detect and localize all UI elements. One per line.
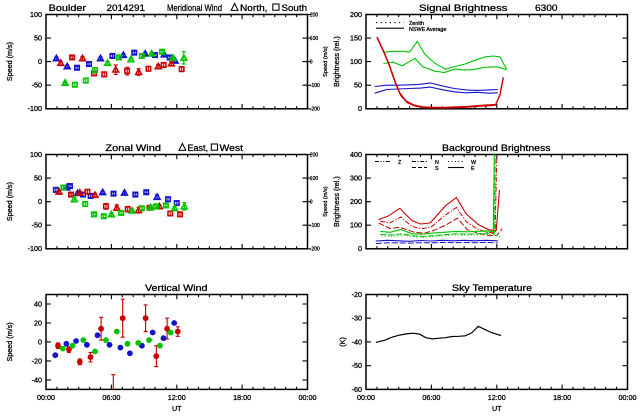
svg-text:50: 50: [34, 173, 42, 182]
svg-text:06:00: 06:00: [102, 393, 120, 402]
svg-text:18:00: 18:00: [233, 393, 251, 402]
svg-text:0: 0: [310, 59, 313, 65]
svg-text:Zonal Wind: Zonal Wind: [105, 143, 161, 153]
svg-text:Sky Temperature: Sky Temperature: [452, 283, 532, 293]
svg-text:100: 100: [30, 150, 42, 159]
svg-text:-100: -100: [310, 223, 320, 229]
svg-text:Z: Z: [398, 160, 402, 166]
svg-text:0: 0: [38, 57, 42, 66]
svg-text:Boulder: Boulder: [49, 3, 86, 13]
svg-text:200: 200: [310, 12, 319, 18]
svg-text:00:00: 00:00: [37, 393, 55, 402]
svg-text:Speed (m/s): Speed (m/s): [323, 186, 329, 217]
svg-text:00:00: 00:00: [299, 393, 317, 402]
svg-text:Brightness (rel.): Brightness (rel.): [332, 176, 341, 227]
svg-text:100: 100: [350, 221, 362, 230]
svg-text:00:00: 00:00: [357, 393, 375, 402]
svg-text:-100: -100: [28, 104, 42, 113]
svg-text:0: 0: [310, 199, 313, 205]
svg-text:S: S: [435, 166, 439, 172]
svg-text:-50: -50: [32, 81, 42, 90]
svg-text:NSWE Average: NSWE Average: [409, 27, 446, 33]
svg-text:12:00: 12:00: [168, 393, 186, 402]
svg-text:150: 150: [350, 33, 362, 42]
svg-text:-40: -40: [352, 337, 362, 346]
svg-text:East,: East,: [188, 143, 209, 153]
svg-text:12:00: 12:00: [488, 393, 506, 402]
svg-text:0: 0: [38, 197, 42, 206]
svg-text:400: 400: [350, 150, 362, 159]
svg-text:200: 200: [350, 10, 362, 19]
svg-text:20: 20: [34, 318, 42, 327]
svg-text:UT: UT: [172, 404, 182, 413]
svg-text:-50: -50: [352, 361, 362, 370]
svg-text:South: South: [282, 3, 308, 13]
svg-text:Signal Brightness: Signal Brightness: [419, 3, 508, 13]
svg-text:Meridional Wind: Meridional Wind: [167, 3, 222, 13]
svg-text:-200: -200: [310, 107, 320, 113]
svg-text:Vertical Wind: Vertical Wind: [145, 283, 208, 293]
svg-text:40: 40: [34, 299, 42, 308]
svg-text:06:00: 06:00: [422, 393, 440, 402]
svg-text:Speed (m/s): Speed (m/s): [5, 42, 14, 81]
svg-text:0: 0: [358, 244, 362, 253]
svg-text:18:00: 18:00: [553, 393, 571, 402]
svg-text:-40: -40: [32, 375, 42, 384]
svg-text:(K): (K): [338, 337, 347, 347]
svg-text:Background Brightness: Background Brightness: [442, 143, 551, 153]
svg-text:100: 100: [30, 10, 42, 19]
svg-text:W: W: [471, 160, 477, 166]
svg-text:200: 200: [350, 197, 362, 206]
svg-text:100: 100: [310, 176, 319, 182]
svg-text:-20: -20: [32, 356, 42, 365]
svg-text:-100: -100: [310, 83, 320, 89]
svg-text:00:00: 00:00: [619, 393, 637, 402]
svg-text:-20: -20: [352, 290, 362, 299]
svg-text:0: 0: [38, 337, 42, 346]
svg-text:E: E: [471, 166, 475, 172]
svg-text:N: N: [435, 160, 439, 166]
svg-text:2014291: 2014291: [107, 3, 146, 13]
svg-text:Speed (m/s): Speed (m/s): [5, 322, 14, 361]
svg-text:-200: -200: [310, 247, 320, 253]
svg-text:Zenith: Zenith: [409, 21, 424, 27]
svg-text:50: 50: [34, 33, 42, 42]
svg-text:Brightness (rel.): Brightness (rel.): [332, 36, 341, 87]
svg-text:UT: UT: [492, 404, 502, 413]
svg-text:0: 0: [358, 104, 362, 113]
svg-text:-30: -30: [352, 314, 362, 323]
svg-text:-100: -100: [28, 244, 42, 253]
svg-text:Speed (m/s): Speed (m/s): [5, 182, 14, 221]
svg-text:100: 100: [350, 57, 362, 66]
svg-text:North,: North,: [240, 3, 268, 13]
svg-text:100: 100: [310, 36, 319, 42]
svg-text:-60: -60: [352, 385, 362, 394]
svg-text:Speed (m/s): Speed (m/s): [323, 46, 329, 77]
svg-text:200: 200: [310, 152, 319, 158]
svg-text:50: 50: [354, 81, 362, 90]
svg-text:-50: -50: [32, 221, 42, 230]
svg-text:6300: 6300: [535, 3, 558, 13]
svg-text:West: West: [220, 143, 244, 153]
svg-text:300: 300: [350, 173, 362, 182]
